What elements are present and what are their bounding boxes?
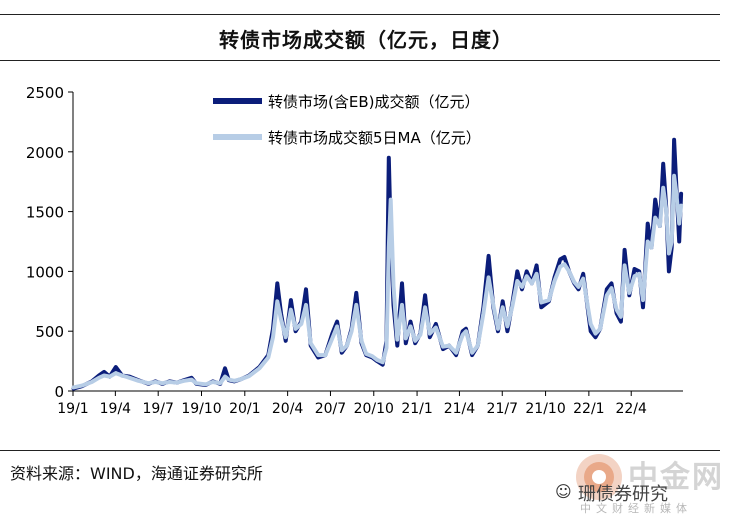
x-tick-label: 20/4 — [272, 401, 304, 417]
series-line-daily-volume — [71, 137, 684, 391]
x-tick-label: 21/7 — [487, 401, 518, 417]
x-tick-label: 22/1 — [573, 401, 604, 417]
series-layer — [71, 137, 684, 391]
y-tick-label: 1000 — [26, 263, 64, 281]
watermark-subtitle: 中文财经新媒体 — [580, 502, 692, 515]
chart-title: 转债市场成交额（亿元，日度） — [219, 28, 513, 52]
top-rule — [0, 14, 720, 15]
source-rule — [0, 450, 720, 451]
x-tick-label: 19/1 — [57, 401, 88, 417]
x-tick-label: 20/10 — [354, 401, 394, 417]
legend-label: 转债市场(含EB)成交额（亿元） — [268, 93, 479, 111]
watermark-brand: 中金网 — [628, 460, 724, 495]
y-tick-label: 2000 — [26, 144, 64, 162]
series-line-5d-ma — [71, 173, 684, 390]
y-tick-label: 1500 — [26, 204, 64, 222]
x-tick-label: 20/1 — [229, 401, 260, 417]
x-tick-label: 19/10 — [181, 401, 221, 417]
title-rule — [0, 60, 720, 61]
axes: 0 500 1000 1500 2000 2500 19/1 19/4 19/7 19/10 20/… — [26, 84, 683, 417]
y-tick-label: 0 — [54, 383, 64, 401]
x-tick-label: 21/10 — [525, 401, 565, 417]
source-note: 资料来源：WIND，海通证券研究所 — [10, 464, 263, 483]
x-tick-label: 19/7 — [142, 401, 173, 417]
y-tick-label: 500 — [35, 323, 64, 341]
wechat-icon: ☺ — [555, 482, 572, 501]
x-tick-label: 19/4 — [100, 401, 132, 417]
chart-area: 0 500 1000 1500 2000 2500 19/1 19/4 19/7 19/10 20/… — [26, 84, 684, 417]
legend: 转债市场(含EB)成交额（亿元） 转债市场成交额5日MA（亿元） — [213, 93, 481, 147]
x-tick-label: 22/4 — [615, 401, 647, 417]
y-tick-label: 2500 — [26, 84, 64, 102]
watermark-account: 珊债券研究 — [578, 484, 668, 505]
legend-label: 转债市场成交额5日MA（亿元） — [268, 129, 481, 147]
x-tick-label: 20/7 — [315, 401, 346, 417]
zhongjinwang-logo-icon — [576, 454, 622, 500]
x-tick-label: 21/1 — [401, 401, 432, 417]
x-tick-label: 21/4 — [444, 401, 476, 417]
